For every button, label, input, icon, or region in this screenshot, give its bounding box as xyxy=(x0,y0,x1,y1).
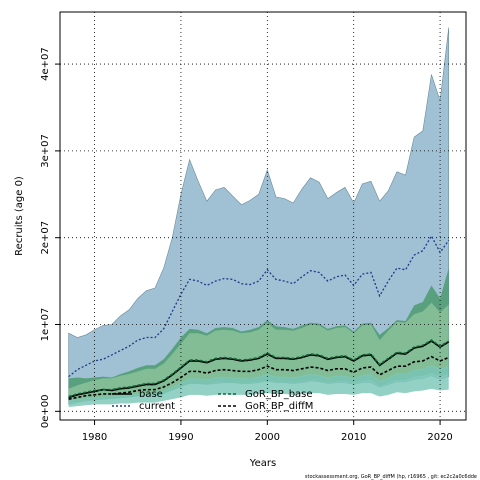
plot-frame xyxy=(59,11,467,421)
y-axis-title: Recruits (age 0) xyxy=(14,176,25,256)
legend-label-current: current xyxy=(139,401,175,412)
line-gor-bp-diffm xyxy=(68,355,450,400)
y-tick-label: 3e+07 xyxy=(40,134,51,168)
x-tick-label: 1990 xyxy=(168,432,193,443)
legend-label-gor-bp-base: GoR_BP_base xyxy=(245,389,313,400)
series-lines xyxy=(68,234,450,400)
x-axis-title: Years xyxy=(249,458,276,469)
x-tick-label: 2020 xyxy=(427,432,452,443)
line-current xyxy=(68,234,450,378)
y-tick-label: 0e+00 xyxy=(40,395,51,429)
footnote: stockassessment.org, GoR_BP_diffM (hp, r… xyxy=(305,474,477,480)
confidence-bands xyxy=(68,27,450,407)
y-tick-label: 2e+07 xyxy=(40,221,51,255)
y-tick-label: 1e+07 xyxy=(40,308,51,342)
x-tick-label: 2010 xyxy=(341,432,366,443)
x-tick-label: 1980 xyxy=(82,432,107,443)
y-tick-label: 4e+07 xyxy=(40,47,51,81)
x-axis: 1980 1990 2000 2010 2020 xyxy=(82,420,453,443)
x-tick-label: 2000 xyxy=(255,432,280,443)
band-gor-bp-diffm xyxy=(68,365,449,407)
band-gor-bp-base xyxy=(68,302,449,402)
legend-label-gor-bp-diffm: GoR_BP_diffM xyxy=(245,401,313,412)
line-base-overlay xyxy=(68,340,450,399)
legend-label-base: base xyxy=(139,389,163,400)
y-axis: 0e+00 1e+07 2e+07 3e+07 4e+07 xyxy=(40,47,60,428)
line-gor-bp-base xyxy=(68,339,450,398)
grid-lines xyxy=(60,12,466,420)
